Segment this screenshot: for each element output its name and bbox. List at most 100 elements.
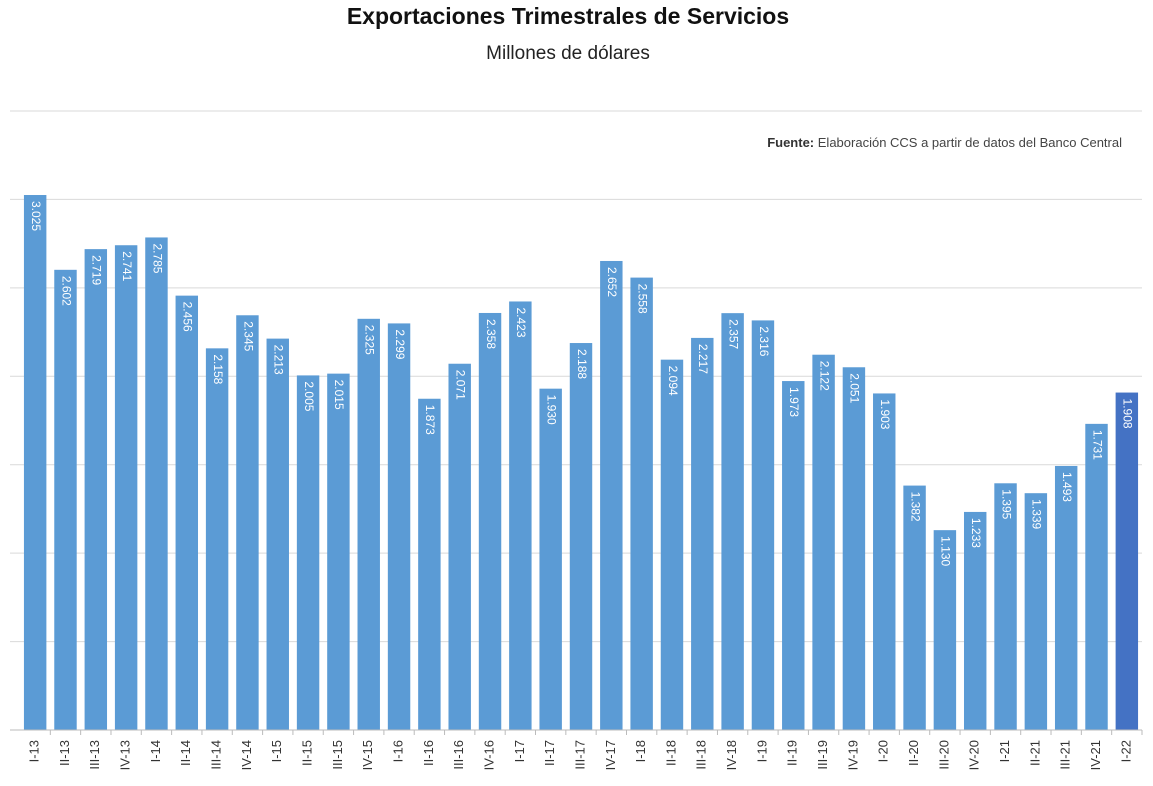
x-tick-label: III-18 [694,740,709,770]
value-label: 2.005 [302,381,316,411]
value-label: 2.122 [817,361,831,391]
bar [1054,465,1078,730]
bar [387,323,411,730]
bar [751,320,775,730]
value-label: 1.339 [1030,499,1044,529]
x-tick-label: IV-17 [603,740,618,770]
x-tick-label: I-15 [269,740,284,762]
x-tick-label: II-16 [421,740,436,766]
x-tick-label: IV-16 [481,740,496,770]
x-tick-label: II-15 [300,740,315,766]
bar [418,398,441,730]
bar [691,337,714,730]
bar [114,245,138,731]
value-label: 2.071 [454,370,468,400]
value-label: 1.493 [1060,472,1074,502]
x-tick-label: II-19 [785,740,800,766]
value-label: 2.358 [484,319,498,349]
value-label: 1.233 [969,518,983,548]
bar [236,315,259,730]
x-tick-label: III-15 [330,740,345,770]
x-tick-label: II-17 [542,740,557,766]
x-tick-label: I-18 [633,740,648,762]
bar [23,195,47,730]
bar [1115,392,1139,730]
value-label: 2.602 [59,276,73,306]
value-label: 2.316 [757,326,771,356]
value-label: 1.973 [787,387,801,417]
value-label: 2.558 [635,284,649,314]
value-label: 2.299 [393,329,407,359]
bar [933,530,957,730]
x-tick-label: I-16 [390,740,405,762]
value-label: 2.423 [514,307,528,337]
x-tick-label: III-16 [451,740,466,770]
value-label: 2.015 [332,380,346,410]
value-label: 2.357 [726,319,740,349]
x-tick-label: IV-18 [724,740,739,770]
source-label: Fuente: [767,135,814,150]
bar [903,485,926,730]
x-tick-label: IV-13 [118,740,133,770]
x-tick-label: II-21 [1027,740,1042,766]
chart-title: Exportaciones Trimestrales de Servicios [347,3,789,29]
x-tick-label: IV-15 [360,740,375,770]
value-label: 2.456 [181,302,195,332]
bar [54,269,77,730]
x-tick-label: II-14 [178,740,193,766]
x-tick-label: I-14 [148,740,163,762]
x-tick-label: IV-14 [239,740,254,770]
bar [782,381,805,730]
x-tick-label: I-19 [754,740,769,762]
value-label: 2.345 [241,321,255,351]
bar [205,348,229,730]
x-tick-label: II-13 [57,740,72,766]
bar [84,249,108,730]
x-tick-label: III-13 [87,740,102,770]
x-tick-label: III-17 [572,740,587,770]
x-tick-label: III-21 [1058,740,1073,770]
bar [357,318,380,730]
bar [569,343,593,730]
bar [1024,493,1048,730]
x-tick-label: I-22 [1118,740,1133,762]
bar [721,313,744,730]
value-label: 1.395 [999,489,1013,519]
value-label: 1.731 [1090,430,1104,460]
bar [509,301,532,730]
bar [1085,423,1108,730]
bar [600,260,623,730]
bar [448,363,471,730]
value-label: 1.873 [423,405,437,435]
source-text: Elaboración CCS a partir de datos del Ba… [818,135,1122,150]
value-label: 2.785 [150,243,164,273]
x-tick-label: III-20 [936,740,951,770]
value-label: 2.217 [696,344,710,374]
value-label: 2.719 [90,255,104,285]
bar [963,511,987,730]
x-tick-label: III-19 [815,740,830,770]
bar [660,359,684,730]
x-tick-label: IV-19 [845,740,860,770]
value-label: 1.903 [878,399,892,429]
value-label: 2.325 [363,325,377,355]
bar [145,237,168,730]
value-label: 1.130 [939,536,953,566]
value-label: 2.094 [666,366,680,396]
x-tick-label: II-18 [663,740,678,766]
value-label: 2.158 [211,354,225,384]
bar [327,373,350,730]
value-label: 1.382 [908,492,922,522]
bar [630,277,653,730]
chart-subtitle: Millones de dólares [486,43,650,64]
value-label: 3.025 [29,201,43,231]
bar [175,295,199,730]
source-note: Fuente: Elaboración CCS a partir de dato… [767,135,1122,150]
value-label: 2.741 [120,251,134,281]
x-tick-label: IV-20 [967,740,982,770]
value-label: 2.051 [848,373,862,403]
bar [994,483,1017,730]
bar [842,367,866,730]
value-label: 2.188 [575,349,589,379]
